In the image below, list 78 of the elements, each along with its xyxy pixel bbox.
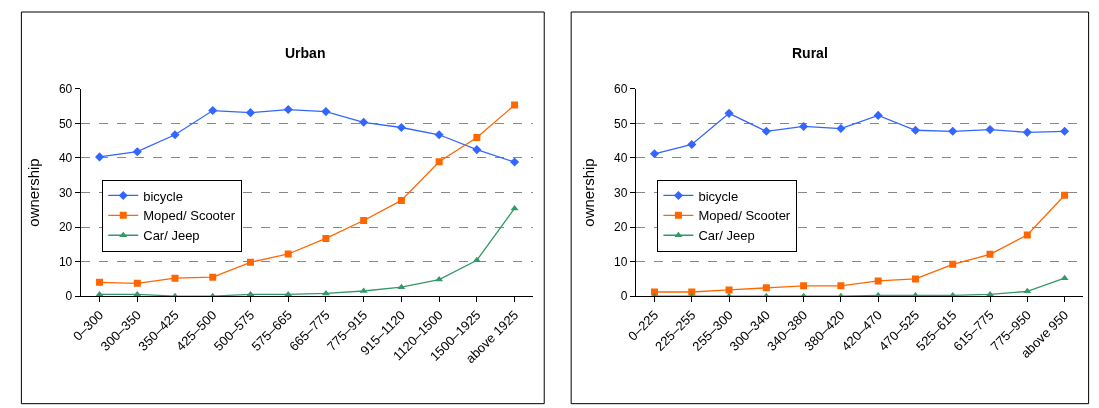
point bbox=[360, 216, 368, 224]
point bbox=[208, 106, 218, 116]
point bbox=[170, 130, 180, 140]
y-tick-label: 50 bbox=[614, 116, 628, 131]
point bbox=[94, 152, 105, 162]
point bbox=[910, 125, 921, 135]
point bbox=[171, 274, 179, 282]
point bbox=[1061, 191, 1069, 199]
point bbox=[284, 250, 292, 258]
chart-title: Urban bbox=[285, 45, 326, 61]
point bbox=[724, 108, 734, 118]
point bbox=[837, 282, 845, 290]
point bbox=[949, 260, 957, 268]
legend-label: Moped/ Scooter bbox=[143, 208, 236, 224]
point bbox=[396, 122, 406, 133]
point bbox=[322, 234, 330, 242]
point bbox=[948, 126, 958, 136]
point bbox=[472, 145, 482, 155]
point bbox=[510, 157, 520, 167]
y-tick-label: 30 bbox=[614, 185, 628, 200]
legend-label: bicycle bbox=[143, 188, 183, 204]
y-tick-label: 10 bbox=[614, 254, 628, 269]
point bbox=[725, 286, 733, 294]
y-tick-label: 50 bbox=[58, 116, 73, 131]
point bbox=[985, 290, 995, 297]
y-tick-label: 0 bbox=[65, 289, 73, 304]
point bbox=[510, 204, 519, 211]
point bbox=[1060, 126, 1070, 136]
point bbox=[800, 282, 808, 290]
point bbox=[1023, 287, 1032, 294]
point bbox=[284, 290, 293, 297]
point bbox=[209, 273, 217, 281]
point bbox=[246, 258, 254, 266]
legend-label: Car/ Jeep bbox=[698, 228, 755, 244]
chart-title: Rural bbox=[792, 45, 828, 61]
point bbox=[434, 130, 444, 140]
point bbox=[133, 290, 142, 297]
point bbox=[321, 107, 331, 117]
point bbox=[245, 108, 256, 118]
point bbox=[986, 250, 994, 258]
y-tick-label: 40 bbox=[58, 151, 73, 166]
point bbox=[874, 277, 882, 285]
point bbox=[985, 125, 995, 135]
point bbox=[649, 149, 660, 159]
point bbox=[95, 290, 104, 297]
point bbox=[435, 158, 443, 166]
point bbox=[132, 147, 142, 157]
y-tick-label: 10 bbox=[58, 254, 73, 269]
point bbox=[762, 284, 770, 292]
point bbox=[511, 101, 519, 109]
point bbox=[246, 290, 255, 297]
y-tick-label: 20 bbox=[614, 220, 628, 235]
y-axis-title: ownership bbox=[25, 158, 43, 227]
y-tick-label: 60 bbox=[58, 82, 73, 96]
legend-label: Car/ Jeep bbox=[143, 228, 200, 244]
point bbox=[1022, 127, 1032, 137]
point bbox=[283, 104, 293, 115]
legend-label: Moped/ Scooter bbox=[698, 208, 791, 224]
y-tick-label: 40 bbox=[614, 151, 628, 166]
legend-label: bicycle bbox=[698, 188, 739, 204]
point bbox=[687, 139, 697, 149]
point bbox=[96, 278, 104, 286]
point bbox=[1023, 231, 1031, 239]
point bbox=[133, 279, 141, 287]
y-tick-label: 20 bbox=[58, 220, 73, 235]
y-tick-label: 60 bbox=[614, 82, 628, 96]
point bbox=[473, 134, 481, 142]
point bbox=[359, 117, 369, 127]
point bbox=[397, 196, 405, 204]
y-axis-title: ownership bbox=[580, 158, 598, 227]
point bbox=[761, 126, 771, 136]
y-tick-label: 30 bbox=[58, 185, 73, 200]
point bbox=[799, 121, 809, 132]
point bbox=[911, 275, 919, 283]
y-tick-label: 0 bbox=[620, 289, 628, 304]
point bbox=[836, 123, 846, 134]
point bbox=[873, 110, 883, 120]
point bbox=[321, 289, 330, 296]
